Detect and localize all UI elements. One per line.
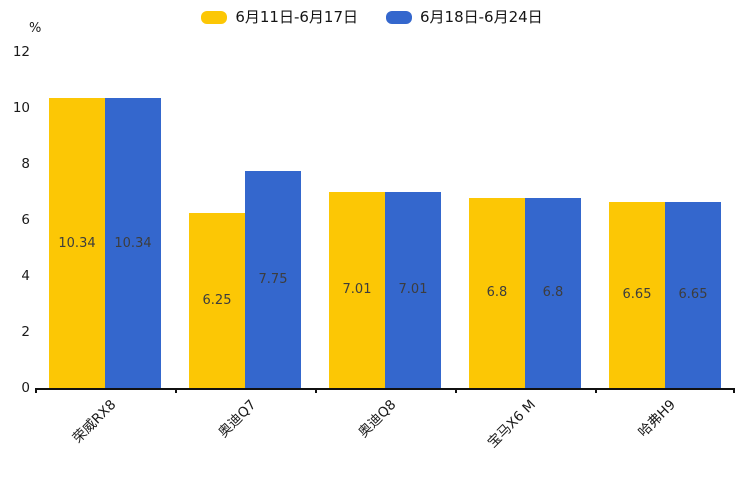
bar-value-label: 6.8 bbox=[542, 285, 564, 301]
y-tick-label: 4 bbox=[21, 268, 30, 284]
x-category-label: 宝马X6 M bbox=[484, 396, 540, 452]
x-axis-tick-mark bbox=[175, 388, 177, 393]
y-tick-label: 10 bbox=[12, 100, 30, 116]
y-tick-label: 12 bbox=[12, 44, 30, 60]
bar-group: 6.65 6.65 bbox=[595, 52, 735, 388]
x-axis-tick-mark bbox=[315, 388, 317, 393]
bars-row: 10.34 10.34 6.25 7.75 7.01 7.01 6.8 6.8 6.65 6.65 bbox=[35, 52, 735, 388]
legend-item[interactable]: 6月11日-6月17日 bbox=[201, 7, 358, 27]
legend-label: 6月18日-6月24日 bbox=[420, 8, 543, 26]
bar-group: 7.01 7.01 bbox=[315, 52, 455, 388]
bar-value-label: 7.01 bbox=[398, 282, 428, 298]
bar[interactable]: 6.65 bbox=[665, 201, 721, 388]
bar-value-label: 6.25 bbox=[202, 293, 232, 308]
y-tick-label: 0 bbox=[21, 380, 30, 396]
x-category-label: 奥迪Q7 bbox=[215, 396, 260, 441]
bar-group: 6.8 6.8 bbox=[455, 52, 595, 388]
x-axis-tick-mark bbox=[595, 388, 597, 393]
bar-value-label: 10.34 bbox=[114, 235, 152, 251]
y-tick-label: 2 bbox=[21, 324, 30, 340]
legend-item[interactable]: 6月18日-6月24日 bbox=[386, 7, 543, 27]
bar-value-label: 6.8 bbox=[486, 285, 508, 301]
x-category-label: 哈弗H9 bbox=[635, 396, 680, 441]
bar[interactable]: 6.8 bbox=[469, 197, 525, 388]
bar-value-label: 7.01 bbox=[342, 282, 372, 298]
x-axis-line bbox=[35, 388, 735, 390]
x-axis-tick-mark bbox=[455, 388, 457, 393]
bar-value-label: 7.75 bbox=[258, 272, 288, 287]
bar[interactable]: 7.75 bbox=[245, 171, 301, 388]
x-axis-tick-mark bbox=[733, 388, 735, 393]
bar-value-label: 10.34 bbox=[58, 235, 96, 251]
x-category-label: 奥迪Q8 bbox=[355, 396, 400, 441]
x-category-label: 荣威RX8 bbox=[69, 396, 120, 447]
y-tick-label: 8 bbox=[21, 156, 30, 172]
bar[interactable]: 6.65 bbox=[609, 201, 665, 388]
bar[interactable]: 10.34 bbox=[105, 98, 161, 388]
bar-group: 6.25 7.75 bbox=[175, 52, 315, 388]
y-tick-label: 6 bbox=[21, 212, 30, 228]
legend-swatch-icon bbox=[386, 10, 412, 24]
y-axis-unit-label: % bbox=[29, 21, 42, 36]
bar[interactable]: 6.8 bbox=[525, 197, 581, 388]
plot-area: 10.34 10.34 6.25 7.75 7.01 7.01 6.8 6.8 6.65 6.65 bbox=[35, 52, 735, 393]
bar-value-label: 6.65 bbox=[678, 287, 708, 303]
legend: 6月11日-6月17日 6月18日-6月24日 bbox=[0, 7, 744, 27]
bar[interactable]: 7.01 bbox=[385, 191, 441, 388]
legend-label: 6月11日-6月17日 bbox=[235, 8, 358, 26]
bar-value-label: 6.65 bbox=[622, 287, 652, 303]
bar[interactable]: 7.01 bbox=[329, 191, 385, 388]
bar[interactable]: 6.25 bbox=[189, 213, 245, 388]
legend-swatch-icon bbox=[201, 10, 228, 24]
bar[interactable]: 10.34 bbox=[49, 98, 105, 388]
x-axis-tick-mark bbox=[35, 388, 37, 393]
bar-group: 10.34 10.34 bbox=[35, 52, 175, 388]
